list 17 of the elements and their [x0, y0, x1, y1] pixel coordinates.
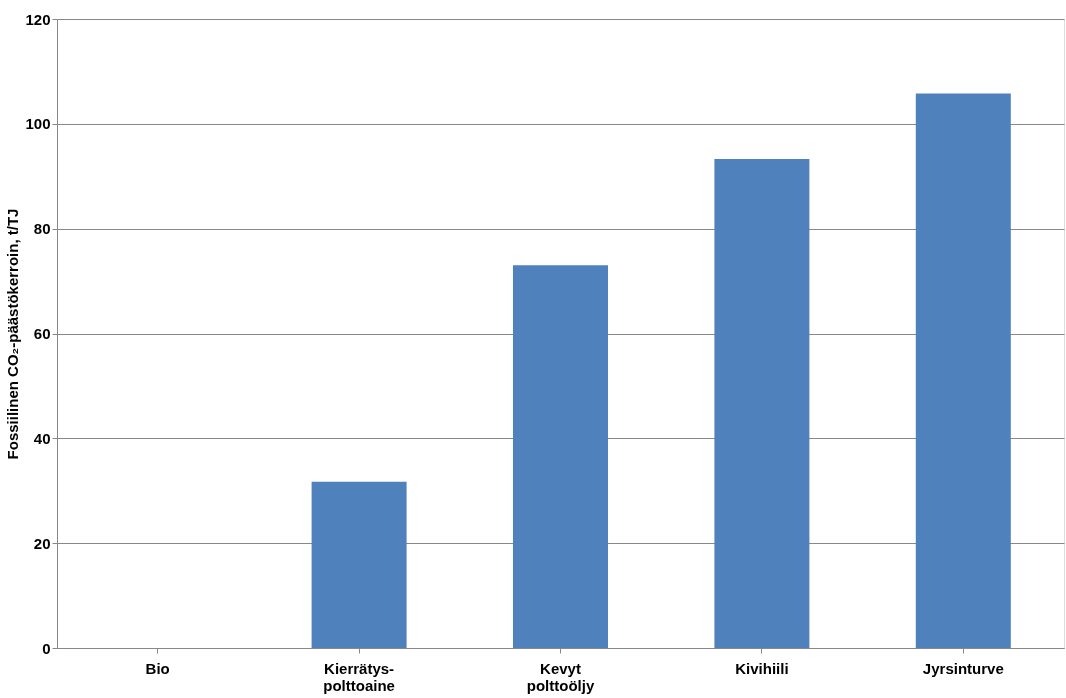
y-tick-label: 60	[33, 325, 51, 342]
bar	[513, 265, 608, 648]
y-axis-title: Fossiilinen CO₂-päästökerroin, t/TJ	[4, 208, 22, 460]
y-tick-label: 40	[33, 429, 51, 447]
y-tick-label: 20	[33, 534, 51, 552]
x-tick-label: Jyrsinturve	[922, 659, 1004, 677]
y-tick-label: 100	[25, 115, 51, 133]
x-tick-label: Bio	[145, 659, 170, 677]
y-tick-label: 80	[33, 220, 51, 238]
bar	[311, 481, 407, 648]
x-tick-label: Kevyt polttoöljy	[526, 659, 595, 694]
x-tick-label: Kierrätys-polttoaine	[323, 659, 395, 694]
bar	[714, 158, 810, 648]
bar	[915, 93, 1011, 648]
y-tick-label: 0	[42, 639, 51, 657]
y-tick-label: 120	[25, 10, 51, 28]
x-tick-label: Kivihiili	[735, 659, 789, 677]
